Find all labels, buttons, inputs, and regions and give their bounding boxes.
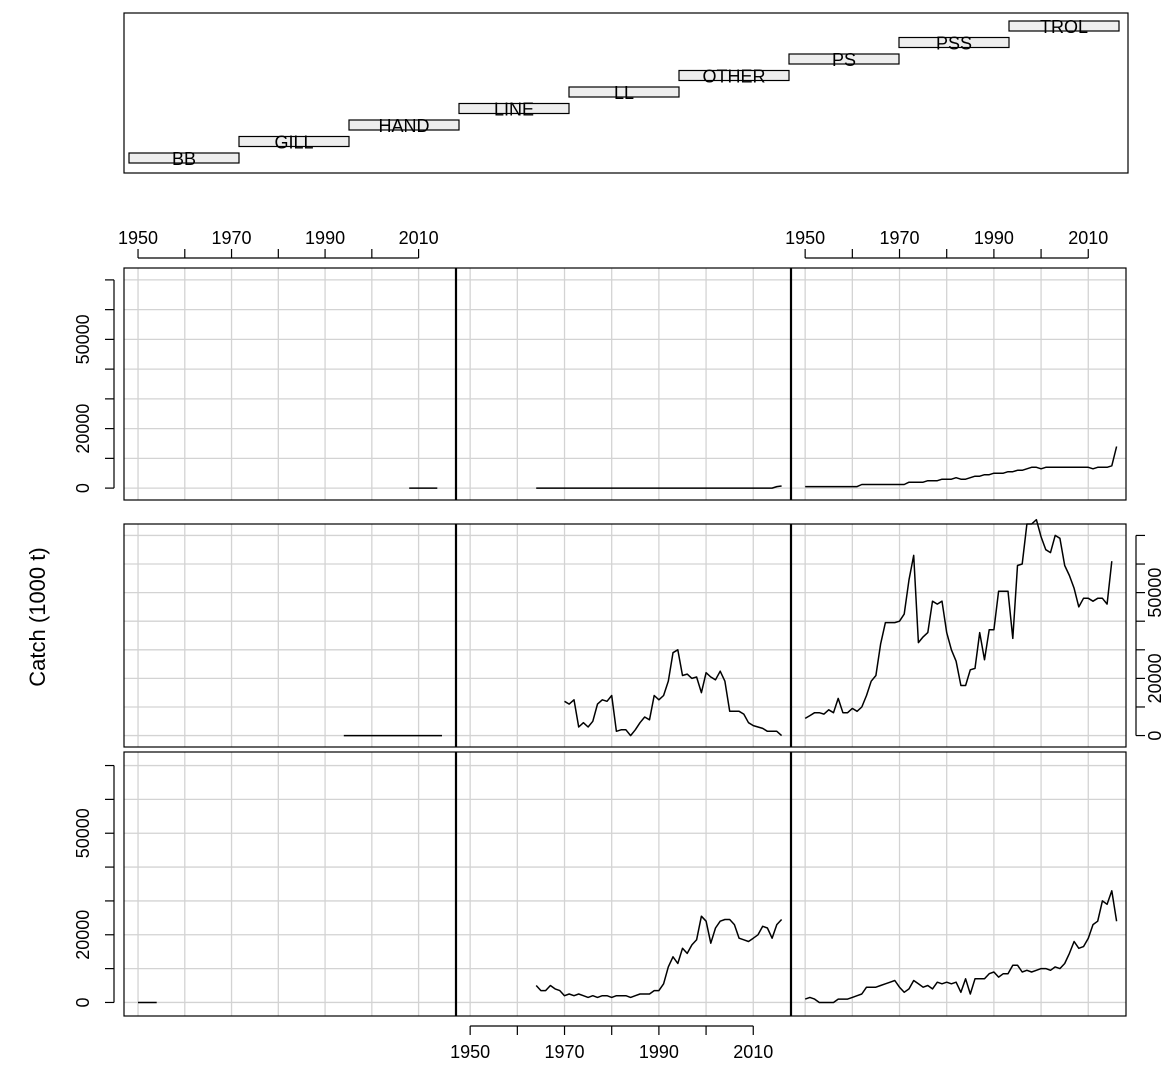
- gear-label-trol: TROL: [1040, 17, 1088, 37]
- top-x-axis: 1950 1970 1990 2010 1950 1970 1990 2010: [118, 228, 1108, 259]
- gear-label-gill: GILL: [274, 133, 313, 153]
- panel-grid-r2-c0: [124, 752, 456, 1016]
- gear-strip-gill: [238, 135, 350, 148]
- y-tick-label: 20000: [1145, 653, 1165, 703]
- series-line-ps: [804, 518, 1113, 720]
- gear-label-ll: LL: [614, 83, 634, 103]
- series-line-other: [564, 649, 783, 737]
- gear-strip-trol: [1008, 20, 1120, 32]
- panel-row-frame: [123, 267, 1127, 501]
- gear-strip-bb: [128, 152, 240, 164]
- series-line-hand: [805, 446, 1118, 488]
- y-tick-label: 50000: [73, 808, 93, 858]
- panel-grid-r2-c1: [456, 752, 791, 1016]
- gear-strip-hand: [348, 119, 460, 131]
- gear-strip-line: [458, 102, 570, 115]
- gear-label-line: LINE: [494, 100, 534, 120]
- panel-grid-r0-c2: [791, 268, 1126, 500]
- gear-label-ps: PS: [832, 50, 856, 70]
- x-tick-label: 1970: [879, 228, 919, 248]
- x-tick-label: 1950: [118, 228, 158, 248]
- x-tick-label: 1990: [639, 1042, 679, 1062]
- gear-strip-other: [678, 69, 790, 82]
- series-line-gill: [536, 485, 782, 489]
- panel-grid-r0-c1: [456, 268, 791, 500]
- y-tick-label: 20000: [73, 404, 93, 454]
- panel-row-frame: [123, 751, 1127, 1017]
- x-tick-label: 1950: [450, 1042, 490, 1062]
- x-tick-label: 1970: [544, 1042, 584, 1062]
- catch-panels: [123, 267, 1127, 1017]
- panel-grid-r0-c0: [124, 268, 456, 500]
- gear-label-bb: BB: [172, 149, 196, 169]
- right-y-axis: 0 20000 50000: [1135, 534, 1165, 741]
- panel-grid-r2-c2: [791, 752, 1126, 1016]
- y-tick-label: 0: [1145, 731, 1165, 741]
- y-axis-title: Catch (1000 t): [25, 547, 50, 686]
- y-tick-label: 0: [73, 997, 93, 1007]
- x-tick-label: 1990: [305, 228, 345, 248]
- y-tick-label: 50000: [73, 314, 93, 364]
- panel-grid-r1-c0: [124, 524, 456, 747]
- gear-label-pss: PSS: [936, 34, 972, 54]
- x-tick-label: 2010: [399, 228, 439, 248]
- y-tick-label: 50000: [1145, 568, 1165, 618]
- gear-strip-ll: [568, 86, 680, 98]
- y-tick-label: 0: [73, 483, 93, 493]
- gear-strip-legend: BB GILL HAND LINE LL OTHER PS PSS TROL: [123, 12, 1129, 174]
- gear-strip-pss: [898, 36, 1010, 49]
- panel-row-frame: [123, 523, 1127, 748]
- x-tick-label: 2010: [733, 1042, 773, 1062]
- gear-label-other: OTHER: [703, 67, 766, 87]
- bottom-x-axis: 1950 1970 1990 2010: [450, 1025, 773, 1062]
- x-tick-label: 1990: [974, 228, 1014, 248]
- x-tick-label: 1970: [212, 228, 252, 248]
- x-tick-label: 2010: [1068, 228, 1108, 248]
- gear-strip-ps: [788, 53, 900, 65]
- gear-label-hand: HAND: [378, 116, 429, 136]
- series-line-pss: [804, 890, 1118, 1004]
- series-line-ll: [535, 915, 783, 999]
- left-y-axis: 0 20000 50000 0 20000 50000: [73, 279, 115, 1007]
- panel-grid-r1-c2: [791, 524, 1126, 747]
- x-tick-label: 1950: [785, 228, 825, 248]
- y-tick-label: 20000: [73, 910, 93, 960]
- strip-frame: [123, 12, 1129, 174]
- panel-grid-r1-c1: [456, 524, 791, 747]
